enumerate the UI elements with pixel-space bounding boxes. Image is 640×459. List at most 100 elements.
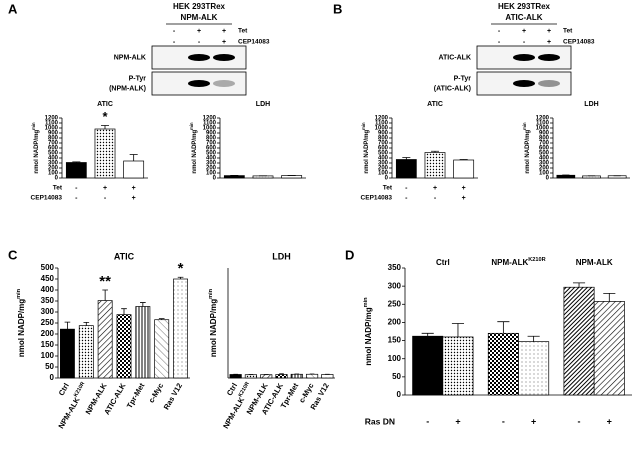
y-tick-label: 500 <box>378 151 389 157</box>
bar <box>135 306 151 379</box>
bar <box>173 278 188 379</box>
y-axis-label: nmol NADP/mgmin <box>16 288 26 357</box>
y-tick-label: 800 <box>48 136 59 142</box>
y-tick-label: 300 <box>539 161 550 167</box>
category-label-main: NPM-ALK <box>491 258 528 267</box>
y-tick-label: 100 <box>378 171 389 177</box>
blot-label: (ATIC-ALK) <box>434 85 471 92</box>
y-axis-label-sup: min <box>31 122 36 130</box>
condition-mark: - <box>578 416 581 426</box>
panel-letter: C <box>8 247 18 262</box>
error-bar <box>121 308 127 315</box>
y-tick-label: 600 <box>48 146 59 152</box>
error-bar <box>430 150 440 153</box>
y-tick-label: 400 <box>48 156 59 162</box>
bar <box>154 319 170 379</box>
y-axis-label-sup: min <box>363 297 369 308</box>
blot-header: NPM-ALK <box>181 13 218 22</box>
chart-title: LDH <box>584 101 598 108</box>
y-tick-label: 900 <box>48 131 59 137</box>
y-axis-label-main: nmol NADP/mg <box>17 299 26 357</box>
chart-title: ATIC <box>427 101 443 108</box>
category-label: Ctrl <box>225 381 239 397</box>
condition-label: Tet <box>383 185 393 192</box>
category-label-main: NPM-ALK <box>221 395 246 430</box>
error-bar <box>83 321 90 326</box>
category-label: Ctrl <box>57 381 71 397</box>
y-tick-label: 1000 <box>375 126 389 132</box>
condition-mark: + <box>531 416 536 426</box>
y-tick-label: 200 <box>206 166 217 172</box>
y-tick-label: 1200 <box>536 116 550 122</box>
panel-letter: A <box>8 1 18 16</box>
y-tick-label: 700 <box>48 141 59 147</box>
condition-mark: + <box>455 416 460 426</box>
condition-label: CEP14083 <box>563 39 595 46</box>
y-axis-label-sup: min <box>208 288 214 299</box>
bar <box>65 162 87 179</box>
error-bar <box>451 323 465 337</box>
y-tick-label: 1200 <box>203 116 217 122</box>
y-axis-label-main: nmol NADP/mg <box>34 130 40 174</box>
y-tick-label: 1100 <box>203 121 217 127</box>
bar <box>563 286 595 396</box>
y-tick-label: 0 <box>397 390 402 399</box>
category-label-main: Ctrl <box>436 258 450 267</box>
error-bar <box>459 159 468 160</box>
y-tick-label: 450 <box>41 274 55 283</box>
category-label-sup: K210R <box>238 381 251 398</box>
error-bar <box>100 125 110 129</box>
condition-mark: + <box>103 185 107 192</box>
y-tick-label: 100 <box>41 351 55 360</box>
y-axis-label-sup: min <box>189 122 194 130</box>
y-tick-label: 350 <box>41 296 55 305</box>
y-tick-label: 500 <box>41 263 55 272</box>
y-tick-label: 700 <box>378 141 389 147</box>
blot-label: ATIC-ALK <box>438 54 471 61</box>
y-tick-label: 150 <box>41 340 55 349</box>
error-bar <box>102 289 108 301</box>
y-tick-label: 800 <box>378 136 389 142</box>
bar <box>94 128 116 179</box>
y-axis-label-main: nmol NADP/mg <box>364 307 373 365</box>
y-tick-label: 1000 <box>45 126 59 132</box>
y-tick-label: 600 <box>539 146 550 152</box>
blot-band <box>213 54 235 61</box>
condition-mark: + <box>522 28 526 35</box>
bar <box>290 373 303 379</box>
condition-mark: - <box>426 416 429 426</box>
y-tick-label: 1100 <box>45 121 59 127</box>
y-tick-label: 800 <box>539 136 550 142</box>
condition-mark: - <box>75 195 78 202</box>
category-label: Ctrl <box>436 258 450 267</box>
bar <box>453 159 475 179</box>
error-bar <box>572 282 586 288</box>
blot-band <box>188 54 210 61</box>
bar <box>321 374 334 379</box>
y-tick-label: 400 <box>539 156 550 162</box>
condition-mark: + <box>462 185 466 192</box>
bar <box>260 374 273 379</box>
y-tick-label: 1000 <box>203 126 217 132</box>
condition-mark: + <box>462 195 466 202</box>
category-label-main: NPM-ALK <box>576 258 613 267</box>
condition-mark: - <box>104 195 107 202</box>
y-tick-label: 50 <box>392 372 401 381</box>
condition-mark: - <box>173 28 176 35</box>
error-bar <box>527 335 540 342</box>
y-tick-label: 0 <box>50 373 55 382</box>
y-tick-label: 400 <box>206 156 217 162</box>
category-label-main: c-Myc <box>147 381 165 404</box>
category-label: Tpr-Met <box>125 381 147 410</box>
condition-mark: + <box>197 28 201 35</box>
y-tick-label: 600 <box>206 146 217 152</box>
condition-mark: - <box>405 195 408 202</box>
y-tick-label: 700 <box>206 141 217 147</box>
condition-label: Ras DN <box>365 416 395 426</box>
y-tick-label: 400 <box>378 156 389 162</box>
y-tick-label: 300 <box>206 161 217 167</box>
condition-label: CEP14083 <box>361 195 393 202</box>
y-axis-label-main: nmol NADP/mg <box>192 130 198 174</box>
condition-mark: + <box>222 28 226 35</box>
category-label-main: Tpr-Met <box>125 381 147 410</box>
